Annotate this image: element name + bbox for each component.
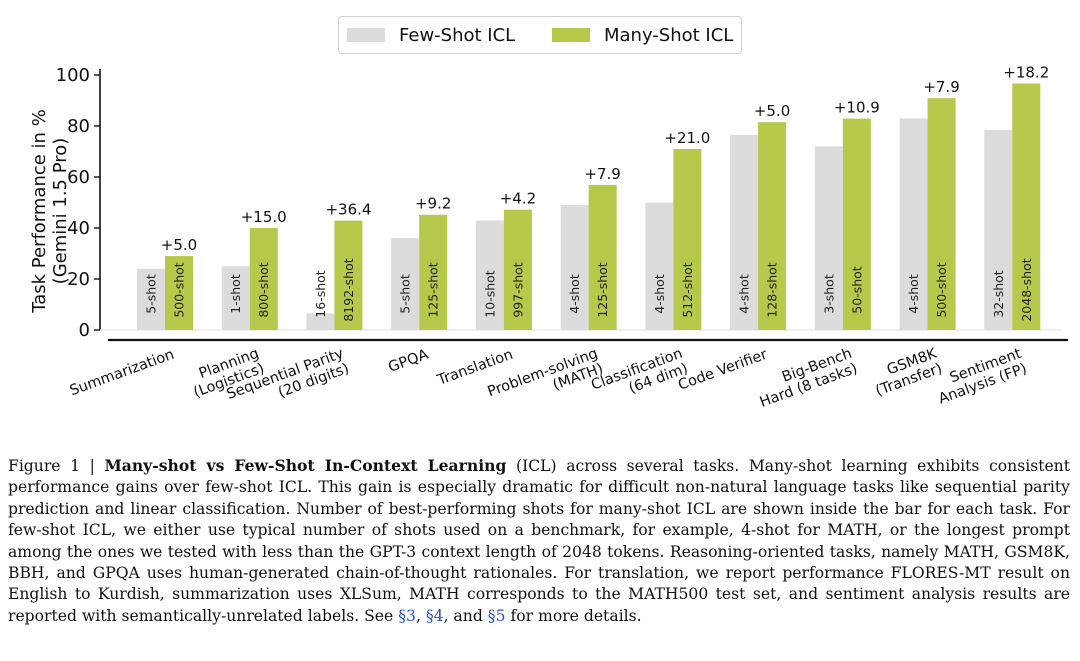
delta-label: +21.0: [664, 129, 710, 147]
legend-item-many-shot: Many-Shot ICL: [552, 24, 734, 46]
caption-ref-section-4[interactable]: §4: [425, 606, 444, 625]
bar-few-shot: [475, 220, 504, 330]
caption-ref-section-5[interactable]: §5: [487, 606, 506, 625]
caption-end: for more details.: [505, 606, 642, 625]
bar-label-many-shot: 125-shot: [595, 262, 610, 317]
delta-label: +4.2: [500, 190, 536, 208]
bar-label-few-shot: 10-shot: [482, 270, 497, 317]
y-axis-label-line-2: (Gemini 1.5 Pro): [50, 137, 71, 285]
x-category-label: SentimentAnalysis (FP): [931, 346, 1029, 408]
bar-few-shot: [391, 238, 420, 330]
delta-label: +18.2: [1003, 63, 1049, 81]
caption-figure-label: Figure 1 |: [8, 457, 105, 475]
delta-label: +10.9: [834, 99, 880, 117]
bar-many-shot: [588, 184, 617, 330]
legend-label-many-shot: Many-Shot ICL: [604, 24, 734, 46]
y-tick-label: 80: [67, 116, 90, 137]
bar-many-shot: [165, 256, 193, 330]
bar-label-few-shot: 16-shot: [313, 270, 328, 317]
bar-label-few-shot: 4-shot: [652, 274, 667, 314]
bar-label-few-shot: 1-shot: [228, 274, 243, 314]
chart: 0 20 40 60 80 100 5-shot 500-shot +5.0 Summarizat…: [29, 16, 1068, 411]
x-category-label: Big-BenchHard (8 tasks): [752, 346, 859, 411]
bar-label-few-shot: 3-shot: [821, 274, 836, 314]
bar-label-many-shot: 997-shot: [510, 262, 525, 317]
y-tick-label: 60: [67, 167, 90, 188]
x-category-label-line: Code Verifier: [676, 347, 769, 394]
bar-label-few-shot: 4-shot: [906, 274, 921, 314]
bar-label-many-shot: 500-shot: [934, 262, 949, 317]
bar-label-many-shot: 125-shot: [426, 262, 441, 317]
bar-many-shot: [673, 148, 702, 330]
bar-label-many-shot: 50-shot: [849, 266, 864, 313]
bar-many-shot: [1012, 83, 1041, 330]
bar-many-shot: [334, 220, 363, 330]
bar-few-shot: [645, 202, 674, 330]
bar-label-few-shot: 32-shot: [991, 270, 1006, 317]
bar-few-shot: [814, 146, 843, 330]
legend-label-few-shot: Few-Shot ICL: [399, 24, 516, 46]
delta-label: +7.9: [923, 78, 959, 96]
bar-many-shot: [758, 122, 787, 330]
y-tick-label: 40: [67, 218, 90, 239]
delta-label: +7.9: [584, 165, 620, 183]
bar-label-many-shot: 500-shot: [172, 262, 187, 317]
bar-few-shot: [137, 268, 165, 330]
bar-many-shot: [249, 228, 278, 330]
caption-title: Many-shot vs Few-Shot In-Context Learnin…: [104, 456, 507, 475]
chart-plot: 0 20 40 60 80 100 5-shot 500-shot +5.0 Summarizat…: [56, 63, 1068, 411]
delta-label: +5.0: [161, 236, 197, 254]
bar-many-shot: [842, 118, 871, 330]
x-category-label-line: Summarization: [68, 347, 177, 400]
bar-label-few-shot: 4-shot: [567, 274, 582, 314]
bar-label-many-shot: 512-shot: [680, 262, 695, 317]
bar-few-shot: [221, 266, 250, 330]
legend-item-few-shot: Few-Shot ICL: [347, 24, 516, 46]
x-category-label: Summarization: [68, 347, 177, 400]
x-category-label-line: GPQA: [386, 347, 430, 376]
delta-label: +9.2: [415, 195, 451, 213]
bar-label-few-shot: 5-shot: [398, 274, 413, 314]
legend-swatch-few-shot: [347, 28, 385, 42]
legend-swatch-many-shot: [552, 28, 590, 42]
delta-label: +5.0: [754, 102, 790, 120]
y-tick-label: 20: [67, 269, 90, 290]
delta-label: +15.0: [241, 208, 287, 226]
bar-many-shot: [503, 209, 532, 330]
caption-ref-section-3[interactable]: §3: [398, 606, 416, 625]
caption-separator-2: , and: [443, 606, 488, 625]
caption-separator-1: ,: [415, 606, 426, 625]
x-category-label: Code Verifier: [676, 347, 769, 394]
caption-body: (ICL) across several tasks. Many-shot le…: [8, 457, 1070, 625]
y-tick-label: 100: [56, 65, 90, 86]
y-tick-label: 0: [79, 320, 90, 341]
bar-label-few-shot: 5-shot: [144, 274, 159, 314]
legend: Few-Shot ICL Many-Shot ICL: [338, 16, 742, 54]
bar-label-many-shot: 128-shot: [765, 262, 780, 317]
bar-few-shot: [560, 205, 589, 330]
x-category-label: Classification(64 dim): [589, 346, 690, 409]
x-category-label: GSM8K(Transfer): [868, 346, 945, 400]
bar-few-shot: [984, 129, 1013, 330]
y-axis-label-line-1: Task Performance in %: [29, 109, 50, 313]
bar-label-many-shot: 800-shot: [256, 262, 271, 317]
y-axis-label: Task Performance in % (Gemini 1.5 Pro): [29, 101, 71, 321]
bar-label-many-shot: 8192-shot: [341, 258, 356, 321]
figure-caption: Figure 1 | Many-shot vs Few-Shot In-Cont…: [8, 455, 1070, 627]
bar-label-few-shot: 4-shot: [737, 274, 752, 314]
bar-many-shot: [927, 98, 956, 330]
delta-label: +36.4: [325, 201, 371, 219]
bar-few-shot: [899, 118, 928, 330]
bar-many-shot: [419, 214, 448, 330]
bar-few-shot: [306, 313, 335, 330]
bar-label-many-shot: 2048-shot: [1019, 258, 1034, 321]
bar-few-shot: [730, 134, 759, 330]
x-category-label: GPQA: [386, 347, 430, 376]
